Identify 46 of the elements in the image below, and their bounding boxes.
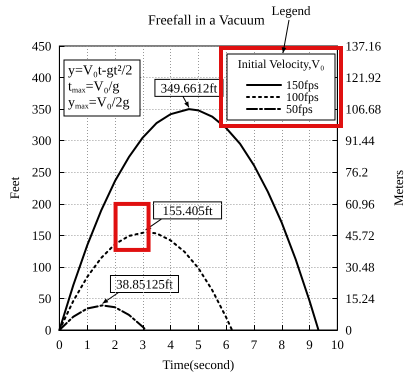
y2-tick-label: 137.16 — [345, 38, 382, 54]
x-tick-label: 1 — [84, 337, 90, 352]
y-tick-label: 250 — [32, 164, 52, 180]
legend-label: 150fps — [286, 78, 319, 92]
x-tick-label: 7 — [250, 337, 258, 352]
y-tick-label: 200 — [32, 196, 52, 212]
x-tick-label: 10 — [330, 337, 344, 352]
y2-tick-label: 91.44 — [345, 133, 376, 148]
legend-label: 50fps — [286, 102, 313, 116]
y2-tick-label: 30.48 — [345, 259, 375, 274]
x-tick-label: 8 — [278, 337, 286, 352]
y-tick-label: 150 — [32, 228, 52, 243]
chart-title: Freefall in a Vacuum — [148, 14, 265, 28]
legend-title: Initial Velocity,V₀ — [238, 57, 324, 71]
y2-tick-label: 0 — [345, 322, 352, 338]
x-tick-label: 3 — [140, 337, 146, 352]
text: Legend — [272, 3, 311, 18]
annotation: tmax=V₀/g — [68, 80, 120, 94]
x-tick-label: 6 — [222, 337, 230, 352]
y-tick-label: 100 — [32, 259, 52, 274]
y2-tick-label: 121.92 — [345, 70, 382, 86]
y2-tick-label: 45.72 — [345, 228, 375, 243]
x-tick-label: 4 — [167, 337, 174, 352]
x-tick-label: 5 — [195, 337, 202, 352]
x-tick-label: 0 — [56, 337, 63, 352]
x-tick-label: 9 — [306, 337, 313, 352]
annotation: 155.405ft — [162, 202, 214, 218]
annotation: y=V₀t-gt²/2 — [68, 64, 132, 78]
y-tick-label: 450 — [32, 38, 52, 54]
y-tick-label: 50 — [38, 290, 52, 306]
y-tick-label: 400 — [32, 70, 52, 86]
y2-tick-label: 60.96 — [345, 196, 376, 212]
y-tick-label: 0 — [44, 322, 52, 338]
y2-tick-label: 76.2 — [345, 164, 368, 180]
y2-tick-label: 106.68 — [345, 102, 382, 117]
y2-axis-title: Meters — [391, 170, 406, 206]
annotation: 349.6612ft — [160, 80, 218, 96]
y-tick-label: 300 — [32, 133, 52, 148]
annotation: ymax=V₀/2g — [68, 96, 130, 110]
annotation: 38.85125ft — [116, 276, 174, 292]
legend-label: 100fps — [286, 90, 319, 104]
x-tick-label: 2 — [112, 337, 118, 352]
y-tick-label: 350 — [32, 102, 52, 117]
x-axis-title: Time(second) — [162, 357, 234, 372]
y-axis-title: Feet — [7, 176, 22, 200]
y2-tick-label: 15.24 — [345, 290, 376, 306]
